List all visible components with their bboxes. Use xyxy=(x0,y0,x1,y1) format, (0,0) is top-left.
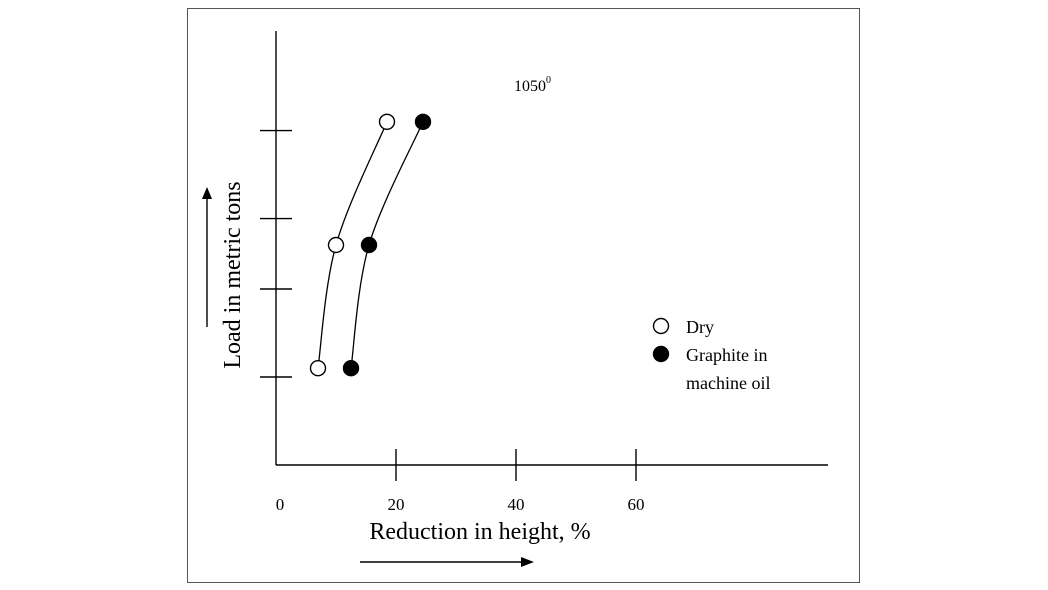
point-dry-3 xyxy=(378,113,396,131)
x-tick-label-0: 0 xyxy=(276,495,285,514)
legend-label-graphite-line1: Graphite in xyxy=(686,345,767,365)
legend-marker-dry xyxy=(652,317,670,335)
point-dry-1 xyxy=(309,360,327,377)
chart-frame: 0 20 40 60 10500 Load in metric tons Reduct… xyxy=(187,8,860,583)
axes xyxy=(275,31,828,466)
legend-label-dry: Dry xyxy=(686,317,714,337)
x-axis-title-group: Reduction in height, % xyxy=(360,519,591,567)
legend: Dry Graphite in machine oil xyxy=(652,317,770,393)
y-axis-title-group: Load in metric tons xyxy=(202,181,246,369)
x-axis-title: Reduction in height, % xyxy=(369,519,590,545)
x-tick-label-40: 40 xyxy=(508,495,525,514)
x-tick-label-20: 20 xyxy=(388,495,405,514)
y-ticks xyxy=(260,129,292,378)
point-graphite-2 xyxy=(360,236,378,254)
y-axis-arrow-head xyxy=(202,187,212,199)
x-tick-labels: 0 20 40 60 xyxy=(276,495,645,514)
x-tick-label-60: 60 xyxy=(628,495,645,514)
temperature-annotation: 10500 xyxy=(514,75,551,95)
series-points xyxy=(309,113,432,377)
point-graphite-3 xyxy=(414,113,432,131)
point-dry-2 xyxy=(327,236,345,254)
legend-marker-graphite xyxy=(652,345,670,363)
point-graphite-1 xyxy=(342,360,360,377)
legend-label-graphite-line2: machine oil xyxy=(686,373,770,393)
x-ticks xyxy=(395,449,637,481)
chart: 0 20 40 60 10500 Load in metric tons Reduct… xyxy=(202,31,828,567)
y-axis-title: Load in metric tons xyxy=(220,181,246,368)
x-axis-arrow-head xyxy=(521,557,534,567)
